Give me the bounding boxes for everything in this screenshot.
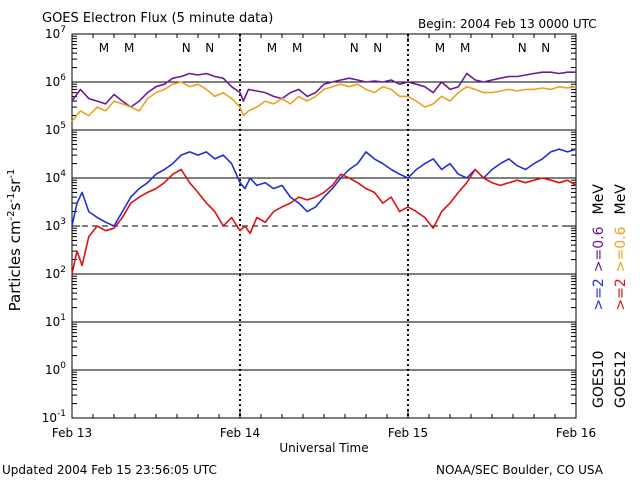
marker-m: M (292, 41, 302, 55)
x-tick-labels: Feb 13 Feb 14 Feb 15 Feb 16 (52, 426, 596, 440)
begin-time: Begin: 2004 Feb 13 0000 UTC (418, 17, 597, 31)
y-tick-label: 107 (45, 25, 66, 41)
series-goes12_ge2 (71, 168, 577, 275)
y-tick-label: 10-1 (42, 409, 66, 425)
x-axis-label: Universal Time (279, 441, 368, 455)
x-tick-label: Feb 15 (388, 426, 428, 440)
updated-timestamp: Updated 2004 Feb 15 23:56:05 UTC (2, 463, 217, 477)
y-tick-label: 105 (45, 121, 66, 137)
x-tick-label: Feb 14 (220, 426, 260, 440)
y-tick-label: 102 (45, 265, 66, 281)
marker-m: M (99, 41, 109, 55)
y-tick-label: 106 (45, 73, 66, 89)
data-series (71, 71, 577, 275)
marker-m: M (435, 41, 445, 55)
y-tick-labels: 10-1 100 101 102 103 104 105 106 107 (42, 25, 67, 425)
y-axis-label: Particles cm-2s-1sr-1 (6, 169, 24, 312)
y-tick-label: 101 (45, 313, 66, 329)
grid-lines (72, 34, 576, 418)
marker-m: M (460, 41, 470, 55)
chart-title: GOES Electron Flux (5 minute data) (42, 11, 273, 26)
credit-text: NOAA/SEC Boulder, CO USA (436, 463, 604, 477)
marker-n: N (205, 41, 214, 55)
x-tick-label: Feb 13 (52, 426, 92, 440)
series-goes10_ge06 (71, 71, 576, 108)
marker-n: N (541, 41, 550, 55)
marker-n: N (373, 41, 382, 55)
marker-n: N (350, 41, 359, 55)
y-tick-label: 100 (45, 361, 66, 377)
legend-goes12: GOES12>=2>=0.6MeV (613, 184, 629, 408)
x-tick-label: Feb 16 (556, 426, 596, 440)
marker-m: M (267, 41, 277, 55)
series-goes12_ge06 (71, 81, 577, 122)
y-tick-label: 104 (45, 169, 66, 185)
legend-goes10: GOES10>=2>=0.6MeV (591, 184, 607, 408)
series-goes10_ge2 (71, 148, 577, 227)
marker-m: M (124, 41, 134, 55)
axis-ticks (71, 33, 577, 419)
y-tick-label: 103 (45, 217, 66, 233)
marker-n: N (518, 41, 527, 55)
marker-n: N (182, 41, 191, 55)
